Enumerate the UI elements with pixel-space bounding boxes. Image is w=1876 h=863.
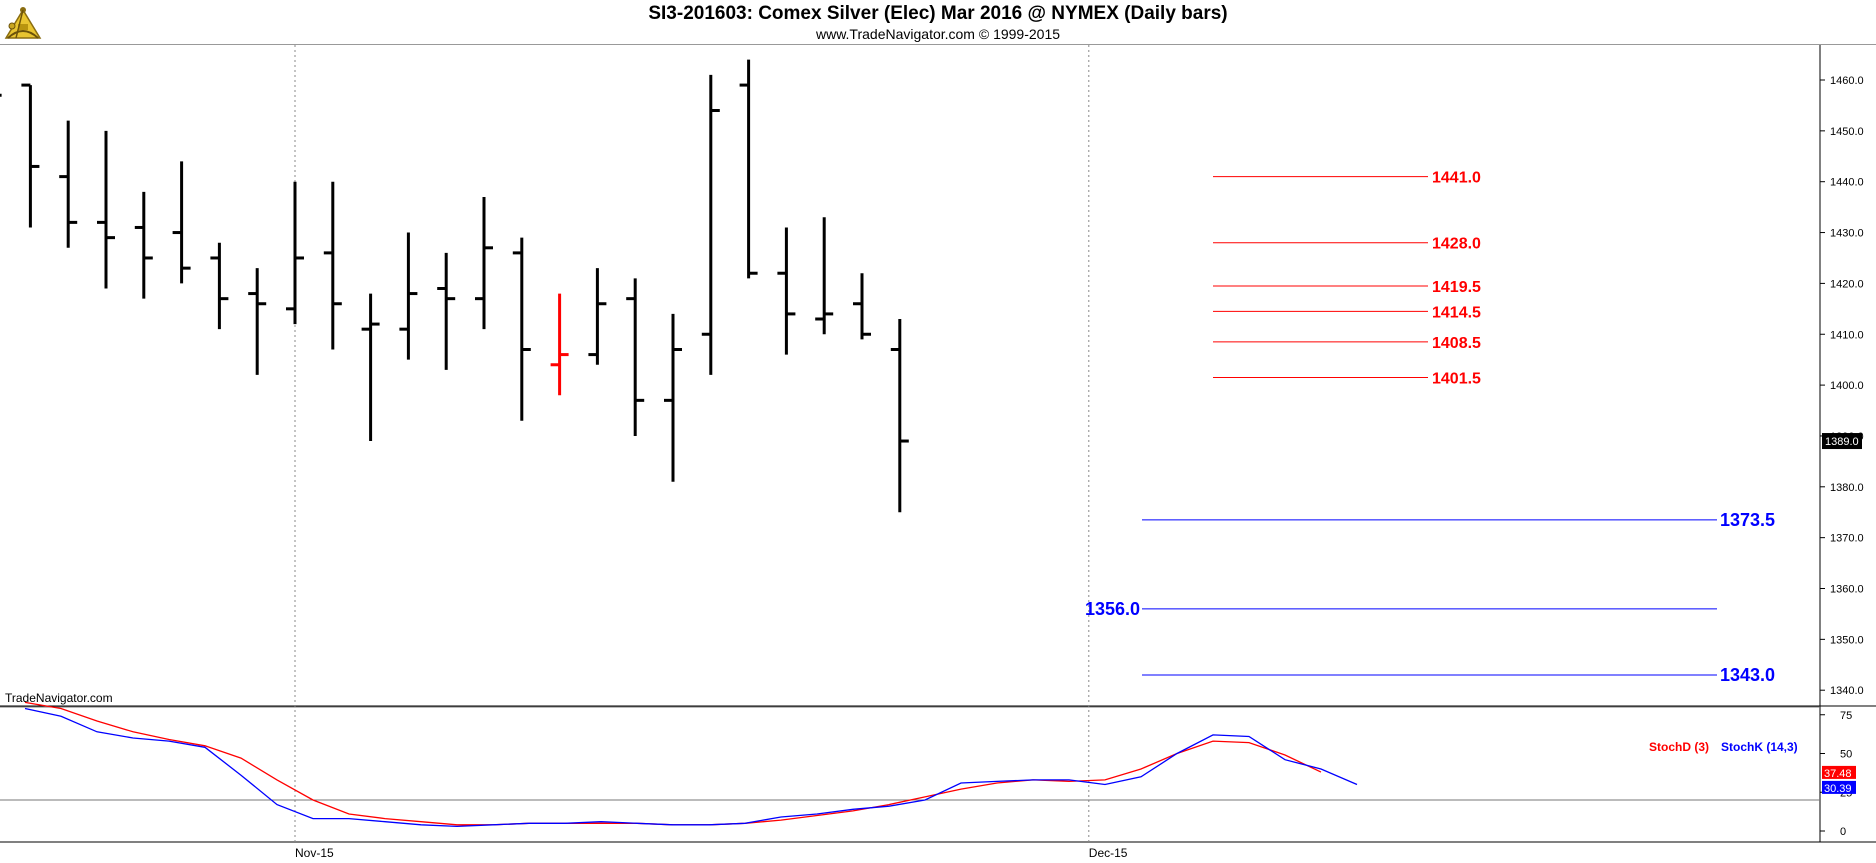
resistance-label: 1414.5 (1432, 304, 1481, 321)
ohlc-bar (777, 227, 796, 355)
ohlc-bar (512, 237, 531, 421)
ohlc-bar (437, 252, 456, 370)
date-tick-label: Nov-15 (295, 846, 334, 860)
chart-subtitle: www.TradeNavigator.com © 1999-2015 (815, 26, 1061, 42)
grid-layer (0, 44, 1876, 843)
ohlc-bar (664, 313, 682, 482)
stoch-k-value-box (1822, 780, 1856, 794)
stoch-tick-label: 0 (1840, 826, 1846, 838)
price-tick-label: 1360.0 (1830, 584, 1864, 596)
stoch-k-value: 30.39 (1824, 783, 1852, 795)
price-axis: 1460.0 1450.0 1440.0 1430.0 1420.0 1410.0 1400… (1820, 75, 1864, 697)
watermark-text: TradeNavigator.com (5, 691, 113, 705)
price-tick-label: 1440.0 (1830, 177, 1864, 189)
ohlc-bar (210, 242, 229, 330)
chart-header: SI3-201603: Comex Silver (Elec) Mar 2016… (0, 0, 1876, 44)
price-tick-label: 1380.0 (1830, 482, 1864, 494)
resistance-label: 1441.0 (1432, 170, 1481, 187)
ohlc-bar (626, 278, 645, 436)
stoch-tick-label: 75 (1840, 710, 1852, 722)
date-tick-label: Dec-15 (1089, 846, 1128, 860)
price-tick-label: 1370.0 (1830, 533, 1864, 545)
stoch-d-value-box (1822, 765, 1856, 779)
stoch-series-line (24, 707, 1358, 828)
ohlc-bar (588, 268, 607, 365)
ohlc-bar (248, 268, 267, 375)
price-tick-label: 1450.0 (1830, 126, 1864, 138)
ohlc-bar (475, 196, 493, 330)
price-bars-layer (0, 59, 909, 513)
ohlc-bar (59, 120, 78, 248)
ohlc-bar (890, 318, 909, 513)
resistance-label: 1419.5 (1432, 279, 1481, 296)
last-price-label: 1389.0 (1825, 436, 1859, 448)
support-label: 1373.5 (1720, 510, 1775, 530)
resistance-label: 1401.5 (1432, 370, 1481, 387)
ohlc-bar (286, 181, 304, 325)
stoch-d-value: 37.48 (1824, 768, 1852, 780)
ohlc-bar (550, 293, 569, 396)
ohlc-bar (853, 273, 871, 340)
support-label: 1356.0 (1085, 599, 1140, 619)
ohlc-bar (97, 130, 115, 289)
ohlc-bar (0, 93, 2, 97)
price-tick-label: 1420.0 (1830, 278, 1864, 290)
resistance-label: 1428.0 (1432, 236, 1481, 253)
last-price-box (1822, 433, 1862, 450)
legend-stoch-k: StochK (14,3) (1721, 740, 1798, 754)
price-tick-label: 1400.0 (1830, 380, 1864, 392)
ohlc-bar (701, 74, 720, 375)
ohlc-bar (815, 217, 834, 335)
ohlc-bar (361, 293, 380, 442)
levels-layer: 1441.0 1428.0 1419.5 1414.5 1408.5 1401.5 1373… (1085, 170, 1775, 685)
stoch-tick-label: 50 (1840, 749, 1852, 761)
sextant-logo-icon (2, 2, 44, 44)
support-label: 1343.0 (1720, 665, 1775, 685)
legend-stoch-d: StochD (3) (1649, 740, 1709, 754)
price-tick-label: 1350.0 (1830, 634, 1864, 646)
ohlc-bar (21, 83, 40, 228)
resistance-label: 1408.5 (1432, 335, 1481, 352)
ohlc-bar (172, 161, 191, 284)
ohlc-bar (134, 191, 153, 299)
price-tick-label: 1410.0 (1830, 329, 1864, 341)
header-border (0, 44, 1876, 45)
chart-title: SI3-201603: Comex Silver (Elec) Mar 2016… (648, 3, 1228, 24)
date-axis: Nov-15 Dec-15 (295, 846, 1128, 860)
price-tick-label: 1430.0 (1830, 228, 1864, 240)
price-tick-label: 1340.0 (1830, 685, 1864, 697)
ohlc-bar (323, 181, 342, 350)
ohlc-bar (399, 232, 418, 360)
stoch-series-line (24, 701, 1322, 826)
ohlc-bar (739, 59, 758, 279)
price-tick-label: 1460.0 (1830, 75, 1864, 87)
